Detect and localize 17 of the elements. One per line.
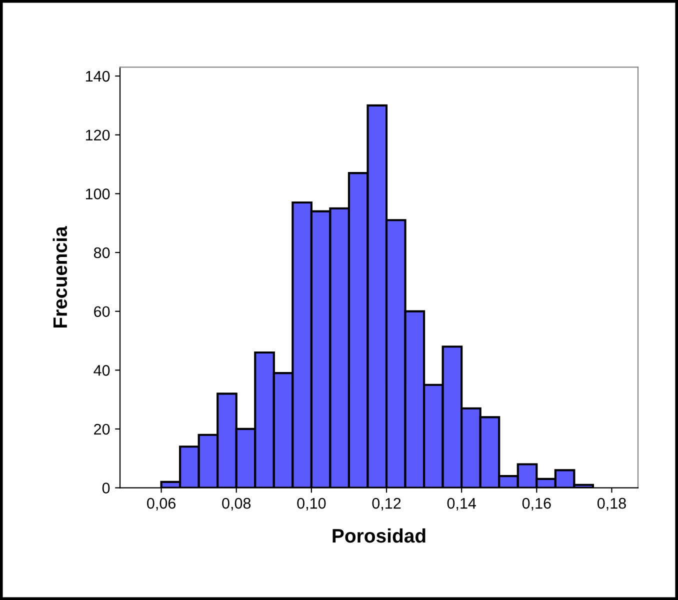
y-tick-label: 60 — [94, 306, 110, 318]
y-axis-title: Frecuencia — [52, 226, 68, 328]
x-tick-label: 0,14 — [447, 498, 476, 511]
y-tick-label: 100 — [86, 188, 110, 200]
x-tick-label: 0,18 — [597, 498, 626, 511]
x-tick-label: 0,08 — [222, 498, 251, 511]
y-tick-label: 140 — [86, 70, 110, 82]
x-tick-label: 0,16 — [522, 498, 551, 511]
y-tick-label: 20 — [94, 424, 110, 435]
x-tick-label: 0,10 — [297, 498, 326, 511]
x-tick-label: 0,06 — [147, 498, 176, 511]
y-tick-label: 80 — [94, 247, 110, 258]
y-tick-label: 120 — [86, 130, 110, 141]
x-tick-label: 0,12 — [372, 498, 401, 511]
x-axis-title: Porosidad — [332, 528, 426, 543]
y-tick-label: 40 — [94, 365, 110, 376]
y-tick-label: 0 — [102, 482, 110, 494]
